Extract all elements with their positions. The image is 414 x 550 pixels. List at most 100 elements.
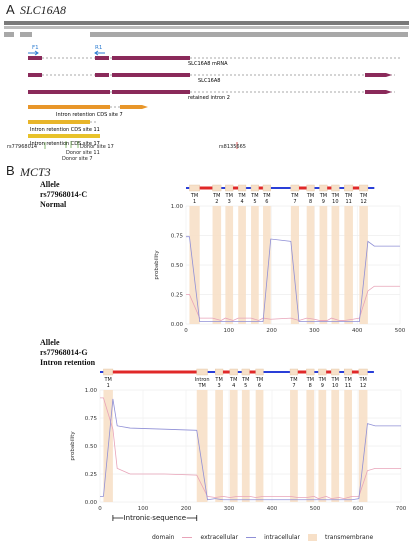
- primer-r1-label: R1: [95, 45, 102, 51]
- legend-swatch-transmembrane: [307, 534, 317, 541]
- series-line-extracellular: [186, 285, 400, 321]
- topology-tm-box: [262, 184, 271, 192]
- topology-extracellular-loop: [327, 186, 332, 190]
- transmembrane-band: [331, 206, 340, 324]
- transmembrane-band: [225, 206, 234, 324]
- primer-f1-arrow-icon: [28, 50, 39, 56]
- tm-label: TM: [290, 193, 298, 199]
- variant-rs8135665: rs8135665: [219, 144, 246, 150]
- topology-tm-box: [306, 368, 315, 376]
- tm-label: 7: [292, 383, 295, 389]
- x-tick-label: 400: [352, 328, 363, 334]
- allele-line: Allele: [40, 180, 60, 189]
- allele-line: Allele: [40, 338, 60, 347]
- tm-label: TM: [331, 377, 339, 383]
- tm-label: 11: [345, 199, 351, 205]
- tm-label: 4: [240, 199, 243, 205]
- series-line-extracellular: [100, 397, 401, 500]
- tm-label: 11: [345, 383, 351, 389]
- topology-tm-box: [331, 368, 340, 376]
- tm-label: TM: [212, 193, 220, 199]
- series-line-intracellular: [186, 236, 400, 323]
- y-tick-label: 1.00: [171, 204, 184, 210]
- y-tick-label: 1.00: [85, 388, 98, 394]
- tm-label: 6: [265, 199, 268, 205]
- tm-label: TM: [197, 383, 205, 389]
- legend-swatch-intracellular: [246, 537, 257, 538]
- panel-a-letter: A: [6, 2, 15, 17]
- panel-a-title: SLC16A8: [20, 3, 67, 17]
- panel-b-title: MCT3: [20, 165, 51, 179]
- allele-line: Normal: [40, 200, 67, 209]
- x-tick-label: 300: [224, 506, 235, 512]
- tm-label: 6: [258, 383, 261, 389]
- legend-item-extracellular: extracellular: [200, 534, 239, 541]
- transmembrane-band: [255, 390, 264, 502]
- allele-label-normal: Allele rs77968014-C Normal: [40, 180, 87, 210]
- track-label-slc16a8: SLC16A8: [198, 78, 220, 84]
- x-tick-label: 600: [353, 506, 364, 512]
- legend-item-intracellular: intracellular: [264, 534, 300, 541]
- tm-label: 4: [232, 383, 235, 389]
- tm-label: TM: [318, 377, 326, 383]
- tm-label: TM: [214, 377, 222, 383]
- tm-label: TM: [262, 193, 270, 199]
- x-tick-label: 200: [266, 328, 277, 334]
- topology-extracellular-loop: [199, 186, 213, 190]
- topology-tm-box: [344, 368, 353, 376]
- transmembrane-band: [290, 206, 299, 324]
- allele-line: rs77968014-G: [40, 348, 88, 357]
- transmembrane-band: [215, 390, 223, 502]
- topology-extracellular-loop: [297, 370, 307, 374]
- track-label-site11: Intron retention CDS site 11: [30, 127, 100, 133]
- tm-label: TM: [241, 377, 249, 383]
- tm-label: TM: [344, 193, 352, 199]
- y-tick-label: 0.25: [171, 293, 184, 299]
- tm-label: TM: [255, 377, 263, 383]
- tm-label: TM: [289, 377, 297, 383]
- tm-label: 5: [253, 199, 256, 205]
- topology-extracellular-loop: [249, 370, 256, 374]
- x-tick-label: 500: [310, 506, 321, 512]
- topology-extracellular-loop: [258, 186, 264, 190]
- topology-tm-box: [358, 368, 368, 376]
- topology-tm-box: [215, 368, 224, 376]
- topology-extracellular-loop: [326, 370, 332, 374]
- x-tick-label: 100: [224, 328, 235, 334]
- topology-tm-box: [250, 184, 259, 192]
- topology-tm-box: [289, 368, 298, 376]
- legend: domain extracellular intracellular trans…: [152, 534, 373, 541]
- topology-extracellular-loop: [233, 186, 239, 190]
- transmembrane-band: [241, 390, 250, 502]
- variant-donor17: Donor site 17: [80, 144, 114, 150]
- transmembrane-band: [344, 390, 352, 502]
- gene-track-figure: F1 R1 SLC16A8 mRNA SLC16A8 retained intr…: [4, 21, 409, 149]
- topology-tm-box: [241, 368, 250, 376]
- tm-label: TM: [306, 377, 314, 383]
- x-tick-label: 500: [395, 328, 405, 334]
- y-axis-title: probability: [70, 431, 76, 461]
- y-axis-title: probability: [154, 250, 160, 280]
- tm-label: 2: [215, 199, 218, 205]
- tm-label: TM: [319, 193, 327, 199]
- primer-r1-arrow-icon: [94, 50, 105, 56]
- allele-line: Intron retention: [40, 358, 96, 367]
- tm-label: TM: [103, 377, 111, 383]
- tm-label: 5: [244, 383, 247, 389]
- topology-extracellular-loop: [222, 370, 230, 374]
- x-tick-label: 300: [309, 328, 320, 334]
- tm-label: 3: [228, 199, 231, 205]
- y-tick-label: 0.50: [85, 444, 98, 450]
- x-tick-label: 400: [267, 506, 278, 512]
- transmembrane-band: [196, 390, 208, 502]
- tm-label: 10: [332, 199, 338, 205]
- probability-chart-intron-retention: probability 0.00 0.25 0.50 0.75 1.00 0 100 200 30…: [70, 368, 406, 522]
- tm-label: 7: [293, 199, 296, 205]
- transmembrane-band: [358, 390, 368, 502]
- mrna-exon: [90, 32, 408, 37]
- tm-label: TM: [306, 193, 314, 199]
- track-label-retained-intron: retained intron 2: [188, 95, 230, 101]
- tm-label: TM: [250, 193, 258, 199]
- tm-label: 1: [107, 383, 110, 389]
- intronic-sequence-label: Intronic sequence: [124, 514, 186, 522]
